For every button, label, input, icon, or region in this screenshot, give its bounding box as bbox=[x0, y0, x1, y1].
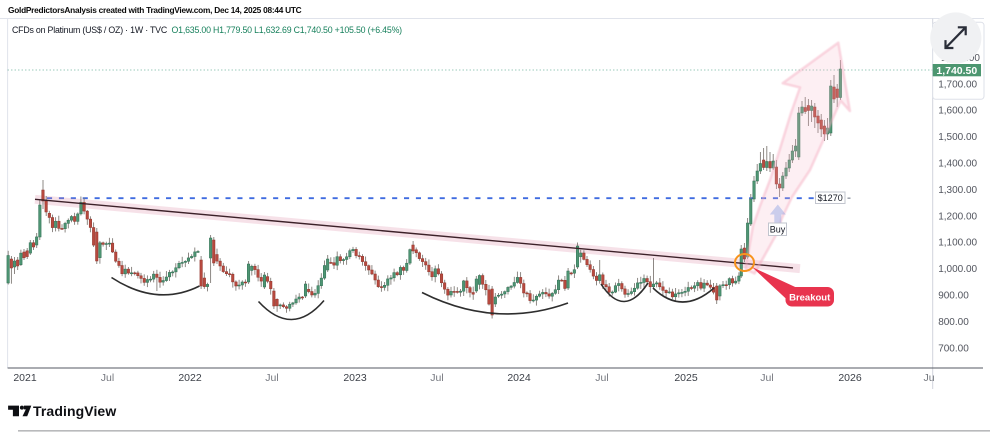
svg-text:Jul: Jul bbox=[265, 372, 278, 384]
svg-text:2026: 2026 bbox=[838, 372, 862, 384]
svg-text:$1270: $1270 bbox=[818, 193, 843, 203]
svg-text:Jul: Jul bbox=[760, 372, 773, 384]
svg-text:1,500.00: 1,500.00 bbox=[938, 132, 977, 143]
svg-text:900.00: 900.00 bbox=[938, 291, 969, 302]
svg-text:Jul: Jul bbox=[595, 372, 608, 384]
svg-text:Buy: Buy bbox=[770, 225, 786, 235]
svg-text:1,100.00: 1,100.00 bbox=[938, 238, 977, 249]
svg-text:1,700.00: 1,700.00 bbox=[938, 79, 977, 90]
svg-text:2021: 2021 bbox=[13, 372, 37, 384]
svg-text:Jul: Jul bbox=[101, 372, 114, 384]
svg-text:2022: 2022 bbox=[178, 372, 202, 384]
svg-text:1,000.00: 1,000.00 bbox=[938, 264, 977, 275]
svg-text:700.00: 700.00 bbox=[938, 343, 969, 354]
svg-text:2025: 2025 bbox=[674, 372, 698, 384]
svg-text:2024: 2024 bbox=[507, 372, 531, 384]
svg-text:1,400.00: 1,400.00 bbox=[938, 159, 977, 170]
svg-text:1,300.00: 1,300.00 bbox=[938, 185, 977, 196]
svg-text:1,200.00: 1,200.00 bbox=[938, 211, 977, 222]
svg-text:Jul: Jul bbox=[430, 372, 443, 384]
svg-text:1,740.50: 1,740.50 bbox=[936, 65, 977, 77]
svg-text:800.00: 800.00 bbox=[938, 317, 969, 328]
svg-text:Breakout: Breakout bbox=[789, 292, 831, 303]
svg-text:Ju: Ju bbox=[923, 372, 934, 384]
svg-text:1,600.00: 1,600.00 bbox=[938, 106, 977, 117]
svg-text:2023: 2023 bbox=[343, 372, 367, 384]
